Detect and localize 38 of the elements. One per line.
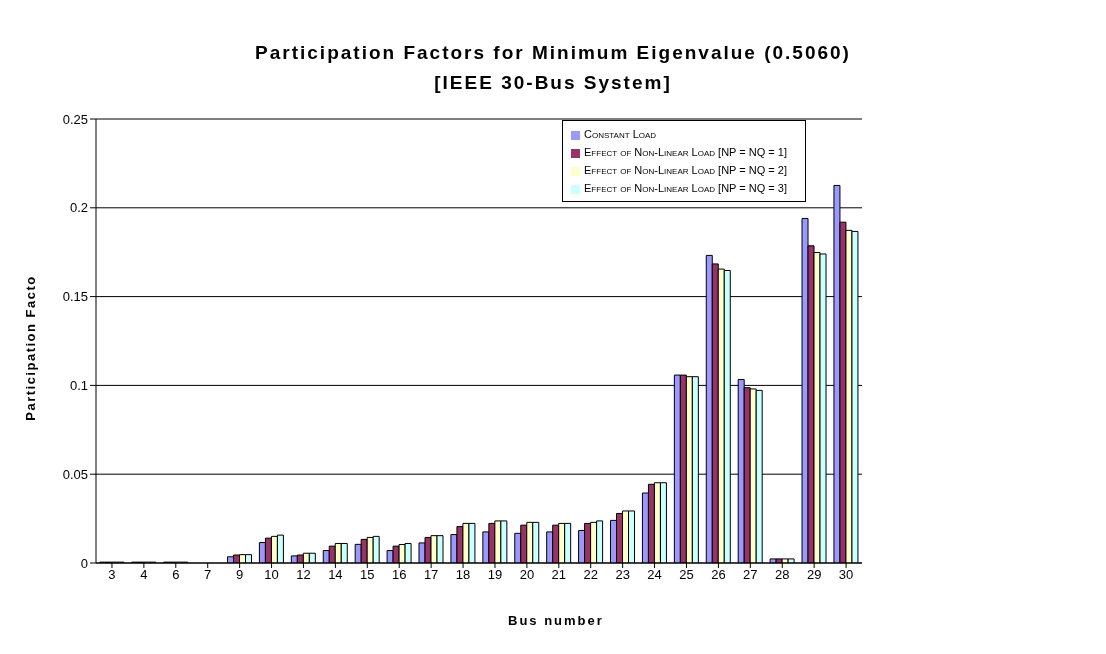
chart-subtitle: [IEEE 30-Bus System]: [433, 71, 673, 95]
x-tick-label: 4: [140, 567, 148, 583]
x-tick-label: 21: [551, 567, 567, 583]
x-tick-label: 28: [775, 567, 790, 583]
x-tick-label: 20: [519, 567, 535, 583]
y-tick-label: 0.2: [69, 200, 88, 216]
x-tick-label: 16: [391, 567, 407, 583]
x-tick-label: 6: [172, 567, 180, 583]
x-tick-label: 18: [455, 567, 471, 583]
legend-label: Effect of Non-Linear Load [NP = NQ = 3]: [584, 182, 787, 194]
y-tick-label: 0.05: [62, 466, 88, 482]
x-tick-label: 14: [328, 567, 343, 583]
y-tick-label: 0.15: [62, 289, 88, 305]
legend-label: Effect of Non-Linear Load [NP = NQ = 1]: [584, 146, 787, 158]
y-tick-label: 0.25: [62, 111, 88, 127]
x-tick-label: 26: [711, 567, 726, 583]
x-axis-title: Bus number: [508, 613, 604, 628]
y-tick-label: 0: [80, 555, 88, 571]
x-tick-label: 24: [647, 567, 662, 583]
x-tick-label: 9: [236, 567, 244, 583]
x-tick-label: 17: [423, 567, 439, 583]
x-tick-label: 19: [487, 567, 503, 583]
legend-label: Constant Load: [584, 128, 657, 140]
x-tick-label: 15: [360, 567, 375, 583]
chart-title: Participation Factors for Minimum Eigenvalue (0.5060): [254, 41, 852, 65]
x-tick-label: 22: [583, 567, 598, 583]
x-tick-label: 3: [108, 567, 116, 583]
x-tick-label: 7: [204, 567, 212, 583]
x-tick-label: 10: [264, 567, 279, 583]
x-tick-label: 12: [296, 567, 311, 583]
x-tick-label: 25: [679, 567, 694, 583]
legend-label: Effect of Non-Linear Load [NP = NQ = 2]: [584, 164, 787, 176]
x-tick-label: 30: [838, 567, 854, 583]
y-axis-title: Participation Facto: [22, 275, 38, 421]
x-tick-label: 23: [615, 567, 630, 583]
x-tick-label: 29: [806, 567, 822, 583]
x-tick-label: 27: [743, 567, 758, 583]
y-tick-label: 0.1: [69, 378, 88, 394]
